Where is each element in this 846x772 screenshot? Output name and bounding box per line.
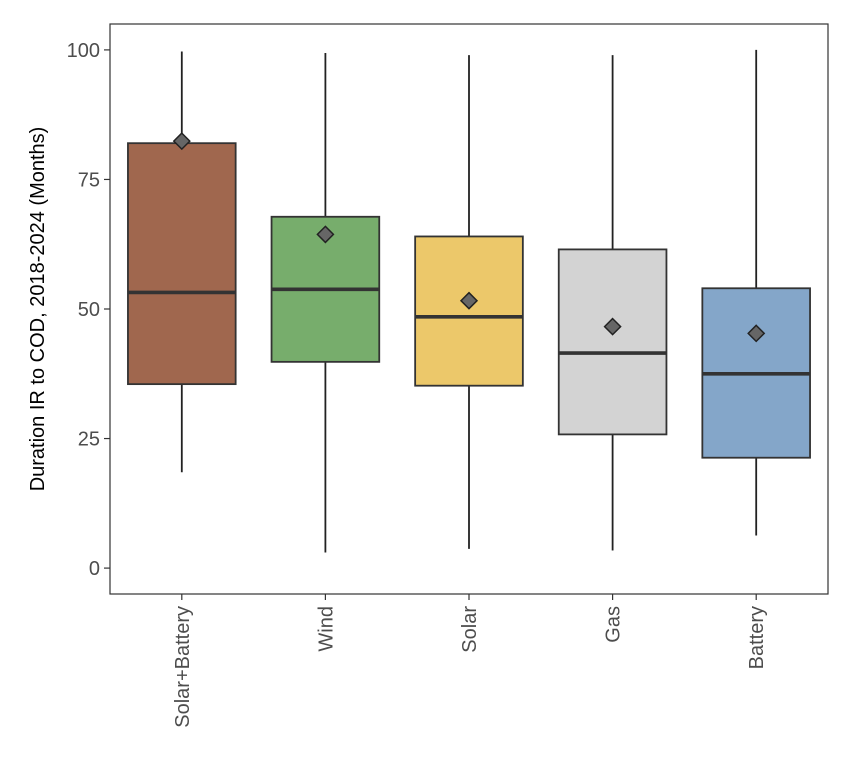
box-iqr [127,142,237,386]
mean-marker [316,225,335,244]
y-tick-label: 50 [78,299,100,321]
mean-marker [747,324,766,343]
x-tick-label: Gas [603,606,625,643]
x-tick-label: Wind [315,606,337,652]
box-group [127,51,237,473]
box-group [557,55,668,551]
box-group [270,53,381,553]
box-group [701,49,811,536]
y-tick-label: 75 [78,169,100,191]
mean-marker [172,132,191,151]
box-series [127,49,811,553]
mean-marker [459,291,479,310]
y-tick-label: 25 [78,429,100,451]
x-tick-label: Solar [459,606,481,653]
mean-marker [603,317,622,336]
box-iqr [557,248,668,436]
box-group [414,55,524,549]
y-tick-label: 100 [67,40,100,62]
x-tick-label: Solar+Battery [172,606,194,728]
y-axis-title: Duration IR to COD, 2018-2024 (Months) [27,127,49,492]
x-axis: Solar+Battery Wind Solar Gas Battery [172,594,768,728]
box-iqr [414,235,524,387]
x-tick-label: Battery [746,606,768,669]
y-tick-label: 0 [89,558,100,580]
y-axis: 0 25 50 75 100 [67,40,110,580]
